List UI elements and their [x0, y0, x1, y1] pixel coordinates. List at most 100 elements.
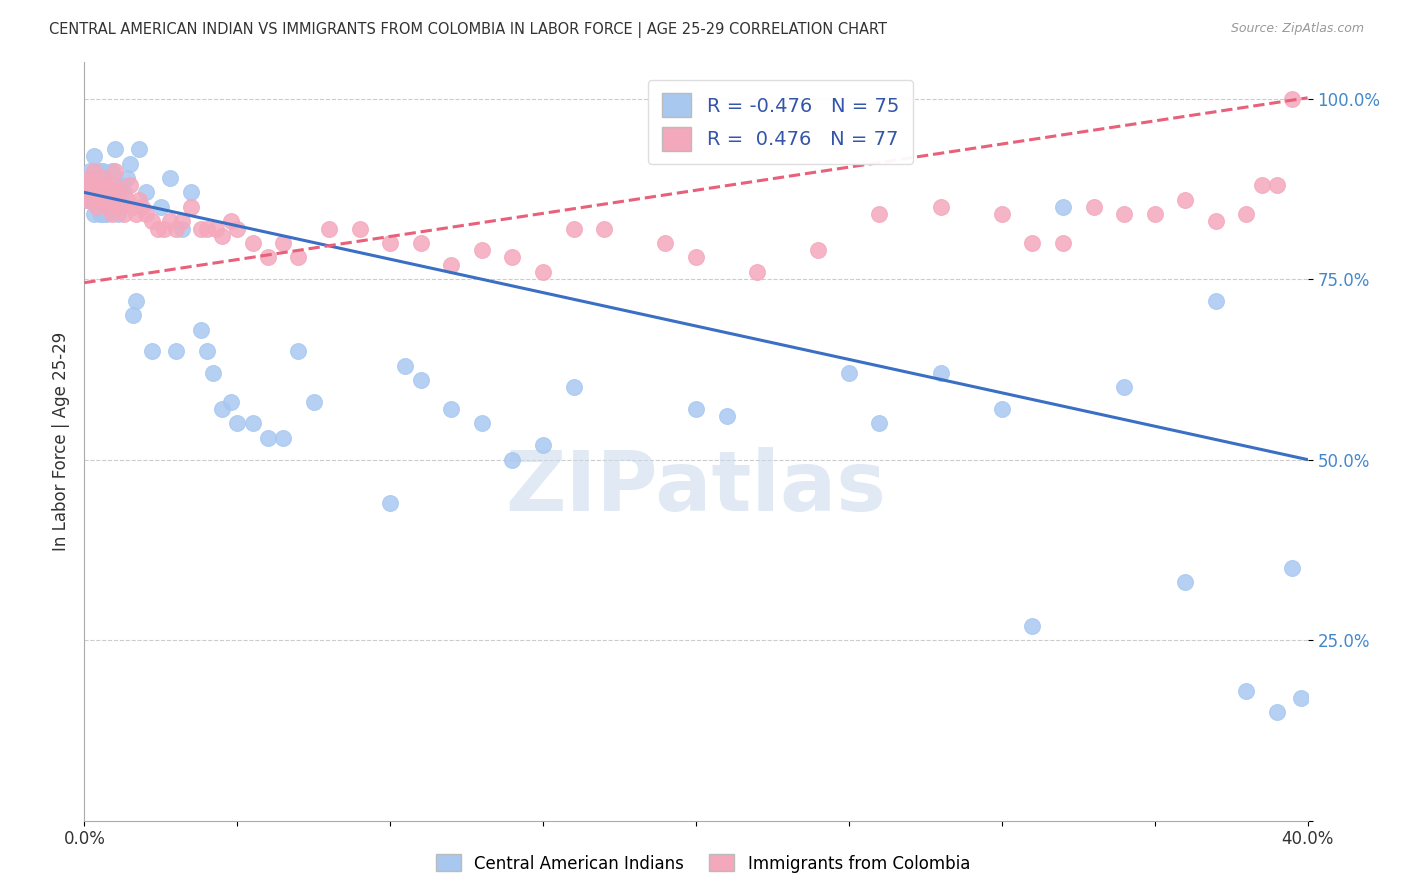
Point [271, 431, 294, 445]
Point [107, 186, 129, 200]
Point [211, 228, 233, 243]
Point [1265, 706, 1288, 720]
Point [409, 373, 432, 387]
Point [1021, 235, 1043, 250]
Point [219, 394, 242, 409]
Point [94, 193, 117, 207]
Point [89, 178, 111, 193]
Point [318, 221, 340, 235]
Point [471, 417, 494, 431]
Point [86, 200, 108, 214]
Point [1236, 207, 1258, 221]
Point [1114, 207, 1136, 221]
Point [97, 200, 120, 214]
Point [91, 163, 114, 178]
Point [83, 149, 105, 163]
Point [110, 178, 132, 193]
Point [120, 156, 142, 170]
Point [394, 359, 416, 373]
Point [1143, 207, 1166, 221]
Point [112, 186, 135, 200]
Point [97, 186, 120, 200]
Point [685, 251, 707, 265]
Point [97, 200, 120, 214]
Point [205, 221, 228, 235]
Point [159, 171, 181, 186]
Point [1021, 618, 1043, 632]
Point [79, 163, 101, 178]
Point [76, 178, 98, 193]
Legend: R = -0.476   N = 75, R =  0.476   N = 77: R = -0.476 N = 75, R = 0.476 N = 77 [648, 79, 912, 164]
Point [110, 200, 132, 214]
Point [76, 193, 98, 207]
Point [159, 214, 181, 228]
Point [211, 402, 233, 417]
Point [86, 178, 108, 193]
Point [86, 186, 108, 200]
Point [165, 344, 187, 359]
Point [101, 193, 124, 207]
Point [380, 496, 402, 510]
Point [502, 251, 524, 265]
Point [125, 293, 148, 308]
Point [141, 214, 163, 228]
Point [97, 186, 120, 200]
Point [242, 417, 264, 431]
Point [190, 221, 212, 235]
Point [1291, 690, 1313, 705]
Point [1174, 193, 1197, 207]
Point [89, 193, 111, 207]
Point [349, 221, 371, 235]
Point [991, 402, 1014, 417]
Point [122, 308, 145, 322]
Point [83, 207, 105, 221]
Point [122, 200, 145, 214]
Point [107, 193, 129, 207]
Point [107, 200, 129, 214]
Point [165, 221, 187, 235]
Point [141, 344, 163, 359]
Point [125, 207, 148, 221]
Point [107, 207, 129, 221]
Point [135, 186, 157, 200]
Point [94, 207, 117, 221]
Point [747, 265, 769, 279]
Point [440, 258, 463, 272]
Point [1281, 91, 1303, 105]
Y-axis label: In Labor Force | Age 25-29: In Labor Force | Age 25-29 [52, 332, 70, 551]
Text: Source: ZipAtlas.com: Source: ZipAtlas.com [1230, 22, 1364, 36]
Point [180, 186, 202, 200]
Point [1205, 214, 1227, 228]
Point [135, 207, 157, 221]
Text: CENTRAL AMERICAN INDIAN VS IMMIGRANTS FROM COLOMBIA IN LABOR FORCE | AGE 25-29 C: CENTRAL AMERICAN INDIAN VS IMMIGRANTS FR… [49, 22, 887, 38]
Point [685, 402, 707, 417]
Point [83, 178, 105, 193]
Point [195, 344, 218, 359]
Point [83, 178, 105, 193]
Point [115, 171, 138, 186]
Point [1052, 235, 1074, 250]
Point [380, 235, 402, 250]
Point [242, 235, 264, 250]
Point [1083, 200, 1105, 214]
Point [86, 200, 108, 214]
Point [991, 207, 1014, 221]
Point [89, 193, 111, 207]
Point [94, 193, 117, 207]
Point [104, 163, 127, 178]
Point [929, 366, 952, 380]
Point [79, 193, 101, 207]
Point [562, 380, 585, 394]
Point [128, 193, 150, 207]
Point [1265, 178, 1288, 193]
Point [146, 221, 169, 235]
Point [180, 200, 202, 214]
Point [716, 409, 738, 424]
Point [502, 452, 524, 467]
Point [1114, 380, 1136, 394]
Point [172, 214, 194, 228]
Point [287, 344, 309, 359]
Point [869, 207, 891, 221]
Point [257, 431, 280, 445]
Point [115, 193, 138, 207]
